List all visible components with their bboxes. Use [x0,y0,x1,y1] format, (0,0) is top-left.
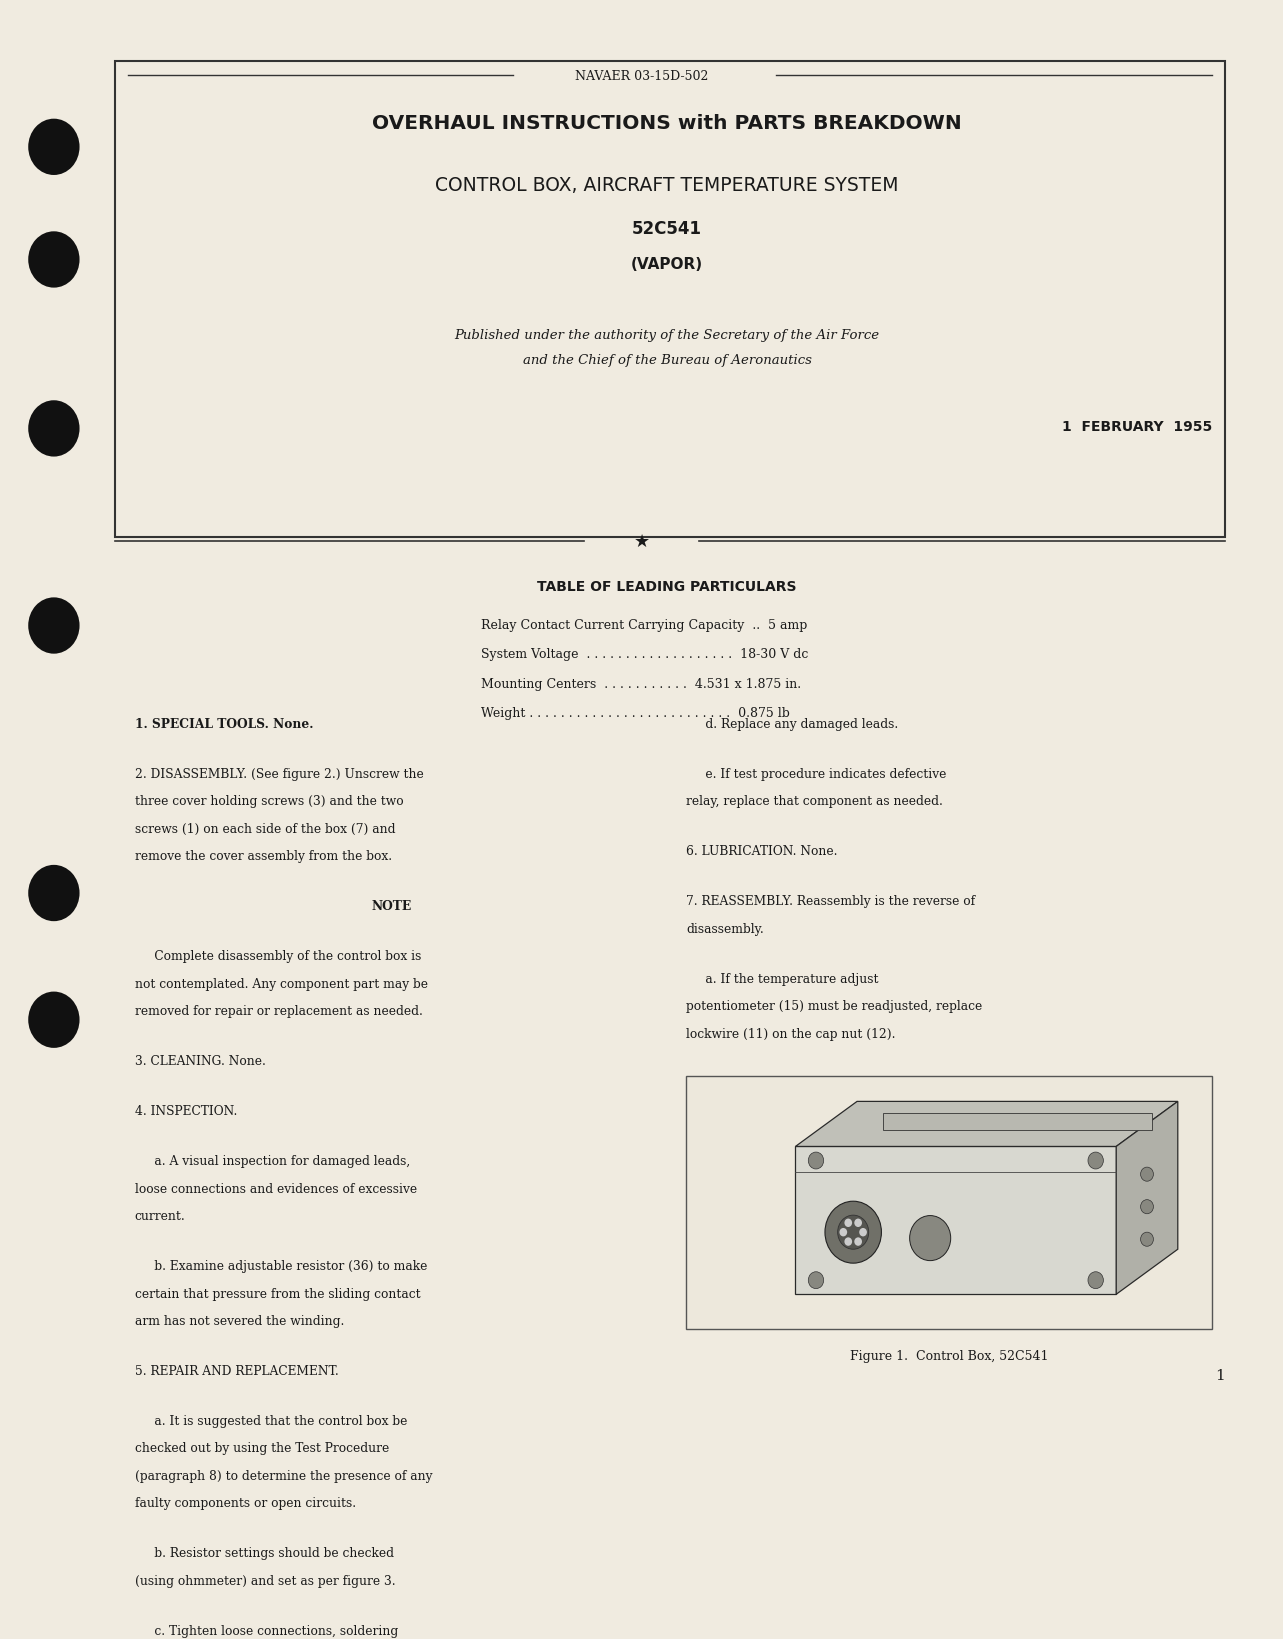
Text: screws (1) on each side of the box (7) and: screws (1) on each side of the box (7) a… [135,823,395,836]
Circle shape [825,1201,881,1264]
Circle shape [1141,1233,1153,1247]
Text: 7. REASSEMBLY. Reassembly is the reverse of: 7. REASSEMBLY. Reassembly is the reverse… [686,895,975,908]
Circle shape [1141,1200,1153,1214]
Text: Weight . . . . . . . . . . . . . . . . . . . . . . . . . .  0.875 lb: Weight . . . . . . . . . . . . . . . . .… [481,706,790,720]
Text: b. Examine adjustable resistor (36) to make: b. Examine adjustable resistor (36) to m… [135,1259,427,1272]
Text: 6. LUBRICATION. None.: 6. LUBRICATION. None. [686,846,838,857]
FancyBboxPatch shape [686,1077,1212,1329]
Text: remove the cover assembly from the box.: remove the cover assembly from the box. [135,851,391,862]
Text: a. It is suggested that the control box be: a. It is suggested that the control box … [135,1414,407,1428]
Text: a. A visual inspection for damaged leads,: a. A visual inspection for damaged leads… [135,1154,411,1167]
Text: and the Chief of the Bureau of Aeronautics: and the Chief of the Bureau of Aeronauti… [522,354,812,367]
Circle shape [854,1237,862,1246]
Text: 1: 1 [1215,1367,1225,1382]
Text: removed for repair or replacement as needed.: removed for repair or replacement as nee… [135,1005,422,1018]
Text: 4. INSPECTION.: 4. INSPECTION. [135,1105,237,1118]
Circle shape [28,402,80,457]
Text: lockwire (11) on the cap nut (12).: lockwire (11) on the cap nut (12). [686,1028,896,1041]
Text: three cover holding screws (3) and the two: three cover holding screws (3) and the t… [135,795,403,808]
Text: Published under the authority of the Secretary of the Air Force: Published under the authority of the Sec… [454,328,880,341]
Text: 1. SPECIAL TOOLS. None.: 1. SPECIAL TOOLS. None. [135,718,313,731]
Text: Mounting Centers  . . . . . . . . . . .  4.531 x 1.875 in.: Mounting Centers . . . . . . . . . . . 4… [481,677,802,690]
Text: System Voltage  . . . . . . . . . . . . . . . . . . .  18-30 V dc: System Voltage . . . . . . . . . . . . .… [481,647,808,661]
Circle shape [838,1216,869,1249]
Text: 2. DISASSEMBLY. (See figure 2.) Unscrew the: 2. DISASSEMBLY. (See figure 2.) Unscrew … [135,767,423,780]
Text: CONTROL BOX, AIRCRAFT TEMPERATURE SYSTEM: CONTROL BOX, AIRCRAFT TEMPERATURE SYSTEM [435,177,899,195]
Text: checked out by using the Test Procedure: checked out by using the Test Procedure [135,1442,389,1454]
Text: disassembly.: disassembly. [686,923,765,936]
Text: b. Resistor settings should be checked: b. Resistor settings should be checked [135,1546,394,1559]
Text: ★: ★ [634,533,649,551]
Circle shape [1088,1272,1103,1288]
Text: not contemplated. Any component part may be: not contemplated. Any component part may… [135,977,427,990]
Text: TABLE OF LEADING PARTICULARS: TABLE OF LEADING PARTICULARS [538,580,797,593]
Text: (paragraph 8) to determine the presence of any: (paragraph 8) to determine the presence … [135,1469,432,1482]
Circle shape [839,1228,847,1237]
Text: 52C541: 52C541 [633,220,702,238]
Text: potentiometer (15) must be readjusted, replace: potentiometer (15) must be readjusted, r… [686,1000,983,1013]
Circle shape [844,1237,852,1246]
Circle shape [808,1272,824,1288]
Circle shape [28,598,80,654]
Text: faulty components or open circuits.: faulty components or open circuits. [135,1496,355,1510]
Circle shape [854,1219,862,1228]
Text: NOTE: NOTE [371,900,412,913]
Circle shape [1088,1152,1103,1169]
Polygon shape [795,1101,1178,1147]
Circle shape [860,1228,867,1237]
Circle shape [808,1152,824,1169]
Text: relay, replace that component as needed.: relay, replace that component as needed. [686,795,943,808]
Circle shape [28,865,80,921]
Text: arm has not severed the winding.: arm has not severed the winding. [135,1314,344,1328]
Text: loose connections and evidences of excessive: loose connections and evidences of exces… [135,1182,417,1195]
Text: OVERHAUL INSTRUCTIONS with PARTS BREAKDOWN: OVERHAUL INSTRUCTIONS with PARTS BREAKDO… [372,115,962,133]
Text: 5. REPAIR AND REPLACEMENT.: 5. REPAIR AND REPLACEMENT. [135,1364,339,1377]
Text: Complete disassembly of the control box is: Complete disassembly of the control box … [135,949,421,962]
Text: Figure 1.  Control Box, 52C541: Figure 1. Control Box, 52C541 [851,1349,1048,1362]
Text: NAVAER 03-15D-502: NAVAER 03-15D-502 [575,69,708,82]
Text: a. If the temperature adjust: a. If the temperature adjust [686,972,879,985]
Text: (using ohmmeter) and set as per figure 3.: (using ohmmeter) and set as per figure 3… [135,1573,395,1587]
Text: d. Replace any damaged leads.: d. Replace any damaged leads. [686,718,898,731]
Text: e. If test procedure indicates defective: e. If test procedure indicates defective [686,767,947,780]
Text: 3. CLEANING. None.: 3. CLEANING. None. [135,1054,266,1067]
Circle shape [910,1216,951,1260]
Circle shape [28,120,80,175]
Circle shape [1141,1167,1153,1182]
Circle shape [28,233,80,288]
Text: current.: current. [135,1210,186,1223]
Circle shape [28,992,80,1049]
Polygon shape [883,1113,1152,1129]
Text: certain that pressure from the sliding contact: certain that pressure from the sliding c… [135,1287,421,1300]
Text: 1  FEBRUARY  1955: 1 FEBRUARY 1955 [1062,420,1212,433]
Text: Relay Contact Current Carrying Capacity  ..  5 amp: Relay Contact Current Carrying Capacity … [481,618,807,631]
Polygon shape [795,1147,1116,1295]
Text: (VAPOR): (VAPOR) [631,257,703,272]
Circle shape [844,1219,852,1228]
Text: c. Tighten loose connections, soldering: c. Tighten loose connections, soldering [135,1624,398,1637]
Polygon shape [1116,1101,1178,1295]
